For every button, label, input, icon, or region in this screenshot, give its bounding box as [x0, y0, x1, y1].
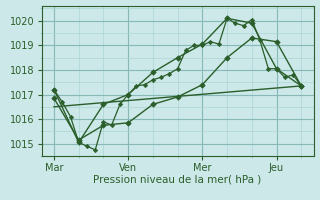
X-axis label: Pression niveau de la mer( hPa ): Pression niveau de la mer( hPa ): [93, 174, 262, 184]
